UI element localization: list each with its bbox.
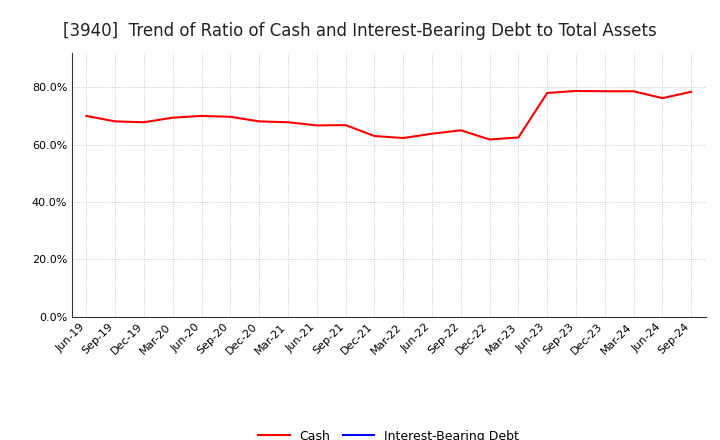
Legend: Cash, Interest-Bearing Debt: Cash, Interest-Bearing Debt: [253, 425, 524, 440]
Cash: [140, 120, 148, 125]
Cash: [168, 115, 177, 120]
Cash: [111, 119, 120, 124]
Cash: [428, 131, 436, 136]
Cash: [572, 88, 580, 94]
Cash: [658, 95, 667, 101]
Cash: [312, 123, 321, 128]
Cash: [399, 136, 408, 141]
Cash: [687, 89, 696, 95]
Cash: [341, 122, 350, 128]
Cash: [255, 119, 264, 124]
Text: [3940]  Trend of Ratio of Cash and Interest-Bearing Debt to Total Assets: [3940] Trend of Ratio of Cash and Intere…: [63, 22, 657, 40]
Cash: [284, 120, 292, 125]
Cash: [514, 135, 523, 140]
Cash: [197, 113, 206, 118]
Cash: [226, 114, 235, 119]
Cash: [456, 128, 465, 133]
Cash: [370, 133, 379, 139]
Cash: [485, 137, 494, 142]
Line: Cash: Cash: [86, 91, 691, 139]
Cash: [543, 90, 552, 95]
Cash: [82, 113, 91, 118]
Cash: [600, 88, 609, 94]
Cash: [629, 88, 638, 94]
